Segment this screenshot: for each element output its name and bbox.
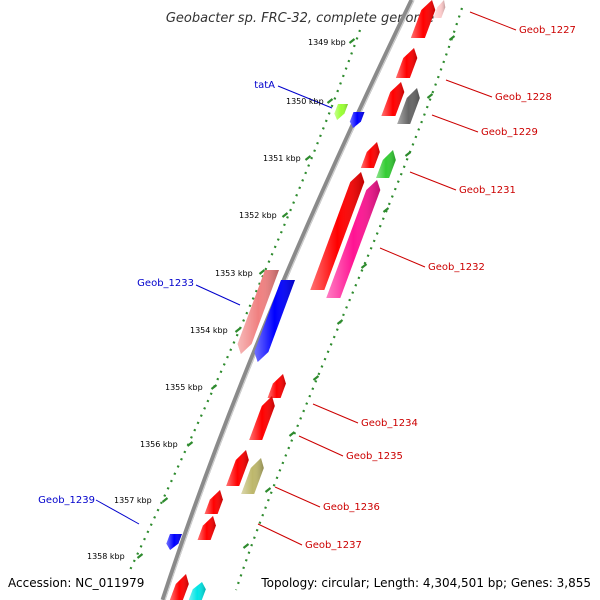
inner-tick-6 — [210, 384, 218, 390]
gene-arrow-geob-1227[interactable] — [410, 0, 436, 38]
tick-label-1357: 1357 kbp — [114, 496, 152, 505]
gene-arrow-tata-b[interactable] — [349, 112, 365, 128]
leader-geob-1239 — [95, 499, 140, 525]
gene-arrow-geob-1228b[interactable] — [381, 82, 405, 116]
outer-tick-2 — [404, 151, 412, 157]
outer-tick-8 — [264, 487, 272, 493]
leader-geob-1228 — [445, 79, 493, 98]
tick-label-1354: 1354 kbp — [190, 326, 228, 335]
gene-label-geob-1228[interactable]: Geob_1228 — [495, 92, 552, 103]
gene-label-tata[interactable]: tatA — [254, 80, 275, 91]
tick-label-1358: 1358 kbp — [87, 552, 125, 561]
gene-arrow-geob-1237[interactable] — [204, 490, 223, 514]
outer-tick-1 — [426, 93, 434, 99]
gene-label-geob-1234[interactable]: Geob_1234 — [361, 418, 418, 429]
inner-tick-7 — [186, 441, 194, 447]
tick-label-1350: 1350 kbp — [286, 97, 324, 106]
tick-label-1355: 1355 kbp — [165, 383, 203, 392]
inner-tick-8 — [161, 497, 169, 503]
tick-label-1351: 1351 kbp — [263, 154, 301, 163]
tick-label-1353: 1353 kbp — [215, 269, 253, 278]
inner-tick-3 — [281, 212, 289, 218]
outer-tick-5 — [336, 319, 344, 325]
tick-label-1356: 1356 kbp — [140, 440, 178, 449]
outer-tick-3 — [382, 207, 390, 213]
gene-arrow-geob-1237b[interactable] — [197, 516, 216, 540]
inner-tick-4 — [258, 269, 266, 275]
inner-tick-9 — [136, 553, 144, 559]
gene-arrow-geob-1232[interactable] — [326, 180, 381, 298]
gene-label-geob-1233[interactable]: Geob_1233 — [137, 278, 194, 289]
leader-geob-1233 — [195, 284, 241, 306]
leader-geob-1236 — [274, 486, 321, 508]
gene-arrow-geob-1227-light[interactable] — [433, 0, 446, 18]
outer-tick-9 — [242, 543, 250, 549]
tick-label-1352: 1352 kbp — [239, 211, 277, 220]
inner-tick-5 — [234, 327, 242, 333]
inner-tick-0 — [348, 38, 356, 44]
tick-label-1349: 1349 kbp — [308, 38, 346, 47]
leader-geob-1229 — [431, 114, 479, 133]
outer-tick-7 — [288, 431, 296, 437]
inner-tick-1 — [326, 98, 334, 104]
gene-arrow-geob-1233[interactable] — [237, 270, 279, 354]
gene-arrow-geob-1232a[interactable] — [310, 172, 365, 290]
leader-geob-1227 — [469, 11, 517, 31]
gene-arrow-geob-1238-cyan[interactable] — [188, 582, 206, 600]
gene-arrow-geob-1239[interactable] — [166, 534, 182, 550]
gene-label-geob-1239[interactable]: Geob_1239 — [38, 495, 95, 506]
gene-arrow-geob-1236[interactable] — [241, 458, 264, 494]
outer-dotted-arc — [234, 7, 464, 591]
gene-features — [166, 0, 446, 600]
gene-label-geob-1229[interactable]: Geob_1229 — [481, 127, 538, 138]
gene-label-geob-1231[interactable]: Geob_1231 — [459, 185, 516, 196]
outer-tick-6 — [312, 375, 320, 381]
leader-geob-1235 — [298, 435, 344, 457]
gene-label-leaders — [95, 11, 517, 546]
leader-geob-1237 — [257, 523, 303, 546]
gene-label-geob-1235[interactable]: Geob_1235 — [346, 451, 403, 462]
gene-arrow-geob-1229[interactable] — [397, 88, 420, 124]
gene-arrow-geob-1238[interactable] — [169, 574, 189, 600]
gene-label-geob-1232[interactable]: Geob_1232 — [428, 262, 485, 273]
outer-tick-4 — [360, 263, 368, 269]
gene-arrow-geob-1231[interactable] — [376, 150, 396, 178]
gene-arrow-geob-1234a[interactable] — [267, 374, 286, 398]
gene-arrow-tata[interactable] — [334, 104, 348, 120]
map-title: Geobacter sp. FRC-32, complete genome — [166, 11, 434, 26]
leader-geob-1232 — [379, 247, 426, 268]
leader-tata — [277, 85, 333, 109]
leader-geob-1231 — [409, 171, 457, 191]
gene-arrow-geob-1233b[interactable] — [254, 280, 295, 362]
inner-tick-2 — [304, 155, 312, 161]
gene-arrow-geob-1228[interactable] — [395, 48, 418, 78]
topology-text: Topology: circular; Length: 4,304,501 bp… — [260, 576, 591, 590]
leader-geob-1234 — [312, 403, 359, 424]
gene-arrow-geob-1230[interactable] — [360, 142, 380, 168]
gene-label-geob-1237[interactable]: Geob_1237 — [305, 540, 362, 551]
gene-label-geob-1227[interactable]: Geob_1227 — [519, 25, 576, 36]
outer-tick-0 — [448, 35, 456, 41]
gene-arrow-geob-1235[interactable] — [226, 450, 249, 486]
accession-text: Accession: NC_011979 — [8, 576, 144, 590]
gene-label-geob-1236[interactable]: Geob_1236 — [323, 502, 380, 513]
tick-marks — [136, 35, 456, 559]
gene-arrow-geob-1234[interactable] — [249, 396, 275, 440]
